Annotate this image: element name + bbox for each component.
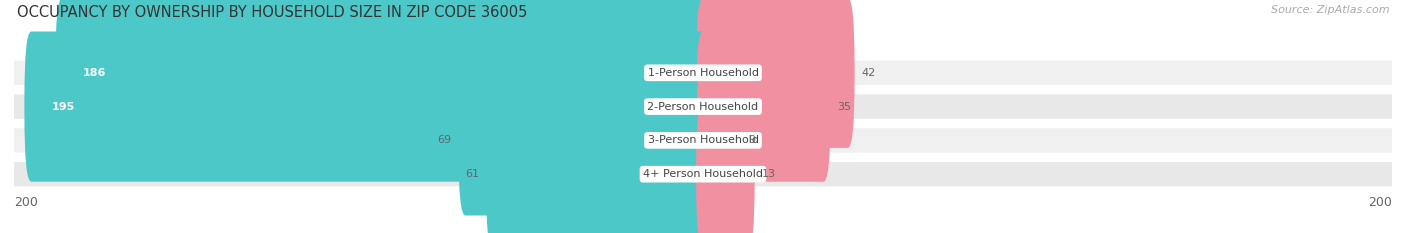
Text: 3-Person Household: 3-Person Household [648,135,758,145]
Text: 69: 69 [437,135,451,145]
Text: OCCUPANCY BY OWNERSHIP BY HOUSEHOLD SIZE IN ZIP CODE 36005: OCCUPANCY BY OWNERSHIP BY HOUSEHOLD SIZE… [17,5,527,20]
FancyBboxPatch shape [696,0,855,148]
FancyBboxPatch shape [55,0,710,148]
FancyBboxPatch shape [14,162,1392,186]
Text: 42: 42 [862,68,876,78]
FancyBboxPatch shape [458,65,710,216]
Text: Source: ZipAtlas.com: Source: ZipAtlas.com [1271,5,1389,15]
Text: 61: 61 [465,169,479,179]
Text: 1-Person Household: 1-Person Household [648,68,758,78]
FancyBboxPatch shape [14,94,1392,119]
FancyBboxPatch shape [14,61,1392,85]
FancyBboxPatch shape [24,31,710,182]
FancyBboxPatch shape [696,31,831,182]
Text: 200: 200 [14,196,38,209]
FancyBboxPatch shape [696,99,755,233]
Text: 186: 186 [83,68,107,78]
Text: 195: 195 [52,102,75,112]
Text: 4+ Person Household: 4+ Person Household [643,169,763,179]
FancyBboxPatch shape [486,99,710,233]
FancyBboxPatch shape [696,65,741,216]
FancyBboxPatch shape [14,128,1392,153]
Text: 13: 13 [762,169,776,179]
Text: 200: 200 [1368,196,1392,209]
Text: 9: 9 [748,135,755,145]
Text: 2-Person Household: 2-Person Household [647,102,759,112]
Text: 35: 35 [838,102,852,112]
